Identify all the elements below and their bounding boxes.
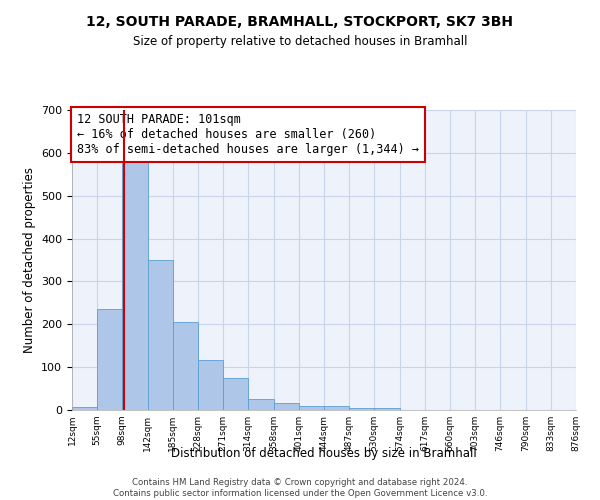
Bar (248, 399, 274, 410)
Bar (148, 260, 173, 410)
Bar (173, 322, 198, 410)
Bar (122, 132, 148, 410)
Bar (349, 408, 374, 410)
Text: Contains HM Land Registry data © Crown copyright and database right 2024.
Contai: Contains HM Land Registry data © Crown c… (113, 478, 487, 498)
Text: Size of property relative to detached houses in Bramhall: Size of property relative to detached ho… (133, 35, 467, 48)
Bar (324, 406, 349, 410)
Y-axis label: Number of detached properties: Number of detached properties (23, 167, 35, 353)
Bar (274, 403, 299, 410)
Text: 12, SOUTH PARADE, BRAMHALL, STOCKPORT, SK7 3BH: 12, SOUTH PARADE, BRAMHALL, STOCKPORT, S… (86, 15, 514, 29)
Bar (198, 360, 223, 410)
Bar (72, 406, 97, 410)
Text: 12 SOUTH PARADE: 101sqm
← 16% of detached houses are smaller (260)
83% of semi-d: 12 SOUTH PARADE: 101sqm ← 16% of detache… (77, 113, 419, 156)
Bar (374, 408, 400, 410)
Bar (299, 406, 324, 410)
Bar (97, 310, 122, 410)
Text: Distribution of detached houses by size in Bramhall: Distribution of detached houses by size … (171, 448, 477, 460)
Bar (223, 378, 248, 410)
